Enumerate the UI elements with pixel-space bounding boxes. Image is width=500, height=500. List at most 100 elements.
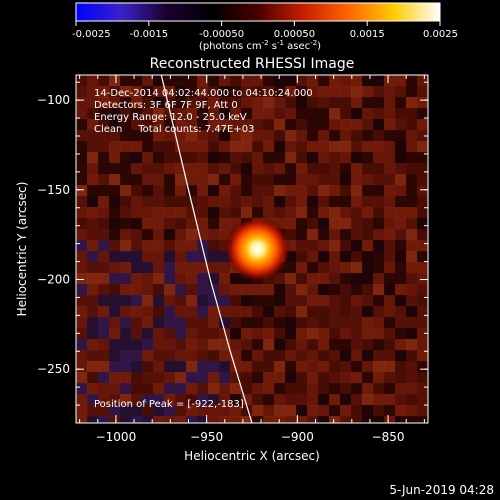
noise-cell (186, 361, 198, 373)
noise-cell (340, 251, 352, 263)
noise-cell (142, 273, 154, 285)
noise-cell (318, 416, 330, 423)
noise-cell (98, 339, 110, 351)
noise-cell (87, 405, 99, 417)
noise-cell (340, 306, 352, 318)
noise-cell (153, 405, 165, 417)
noise-cell (340, 416, 352, 423)
noise-cell (285, 405, 297, 417)
noise-cell (395, 97, 407, 109)
noise-cell (329, 317, 341, 329)
noise-cell (296, 141, 308, 153)
noise-cell (164, 361, 176, 373)
noise-cell (252, 394, 264, 406)
noise-cell (373, 350, 385, 362)
noise-cell (175, 251, 187, 263)
noise-cell (417, 86, 428, 98)
noise-cell (351, 284, 363, 296)
noise-cell (274, 130, 286, 142)
noise-cell (131, 108, 143, 120)
noise-cell (373, 141, 385, 153)
noise-cell (351, 229, 363, 241)
noise-cell (340, 141, 352, 153)
colorbar-ticks: -0.0025 -0.0015 -0.00050 0.00050 0.0015 0.002… (72, 21, 458, 40)
noise-cell (406, 416, 418, 423)
noise-cell (252, 86, 264, 98)
noise-cell (87, 97, 99, 109)
noise-cell (120, 372, 132, 384)
noise-cell (87, 328, 99, 340)
noise-cell (318, 185, 330, 197)
noise-cell (76, 262, 88, 274)
noise-cell (373, 372, 385, 384)
noise-cell (230, 152, 242, 164)
noise-cell (340, 163, 352, 175)
noise-cell (285, 130, 297, 142)
noise-cell (417, 141, 428, 153)
noise-cell (373, 163, 385, 175)
noise-cell (142, 317, 154, 329)
noise-cell (285, 328, 297, 340)
noise-cell (351, 372, 363, 384)
noise-cell (318, 317, 330, 329)
noise-cell (329, 163, 341, 175)
noise-cell (153, 416, 165, 423)
noise-cell (318, 141, 330, 153)
noise-cell (109, 130, 121, 142)
noise-cell (274, 416, 286, 423)
noise-cell (142, 405, 154, 417)
noise-cell (219, 273, 231, 285)
noise-cell (164, 317, 176, 329)
noise-cell (120, 75, 132, 87)
noise-cell (76, 97, 88, 109)
noise-cell (296, 361, 308, 373)
noise-cell (153, 130, 165, 142)
plot-frame (75, 74, 429, 424)
noise-cell (395, 317, 407, 329)
noise-cell (98, 185, 110, 197)
noise-cell (274, 196, 286, 208)
noise-cell (120, 229, 132, 241)
noise-cell (175, 185, 187, 197)
noise-cell (186, 317, 198, 329)
noise-cell (373, 284, 385, 296)
noise-cell (384, 372, 396, 384)
noise-cell (153, 152, 165, 164)
noise-cell (164, 394, 176, 406)
noise-cell (230, 75, 242, 87)
noise-cell (263, 317, 275, 329)
noise-cell (197, 273, 209, 285)
noise-cell (373, 240, 385, 252)
noise-cell (329, 350, 341, 362)
noise-cell (252, 108, 264, 120)
noise-cell (87, 108, 99, 120)
noise-cell (373, 405, 385, 417)
noise-cell (87, 295, 99, 307)
noise-cell (318, 207, 330, 219)
noise-cell (164, 262, 176, 274)
noise-cell (351, 416, 363, 423)
noise-cell (241, 317, 253, 329)
noise-cell (340, 361, 352, 373)
noise-cell (175, 196, 187, 208)
noise-cell (252, 317, 264, 329)
noise-cell (417, 350, 428, 362)
noise-cell (395, 185, 407, 197)
noise-cell (98, 75, 110, 87)
noise-cell (296, 306, 308, 318)
noise-cell (120, 97, 132, 109)
noise-cell (164, 295, 176, 307)
noise-cell (208, 306, 220, 318)
noise-cell (87, 416, 99, 423)
noise-cell (340, 273, 352, 285)
noise-cell (120, 218, 132, 230)
noise-cell (406, 97, 418, 109)
noise-cell (263, 75, 275, 87)
colorbar-units: (photons cm-2 s-1 asec-2) (199, 39, 321, 52)
noise-cell (208, 361, 220, 373)
noise-cell (175, 383, 187, 395)
noise-cell (142, 185, 154, 197)
noise-cell (307, 229, 319, 241)
noise-cell (296, 350, 308, 362)
noise-cell (98, 405, 110, 417)
